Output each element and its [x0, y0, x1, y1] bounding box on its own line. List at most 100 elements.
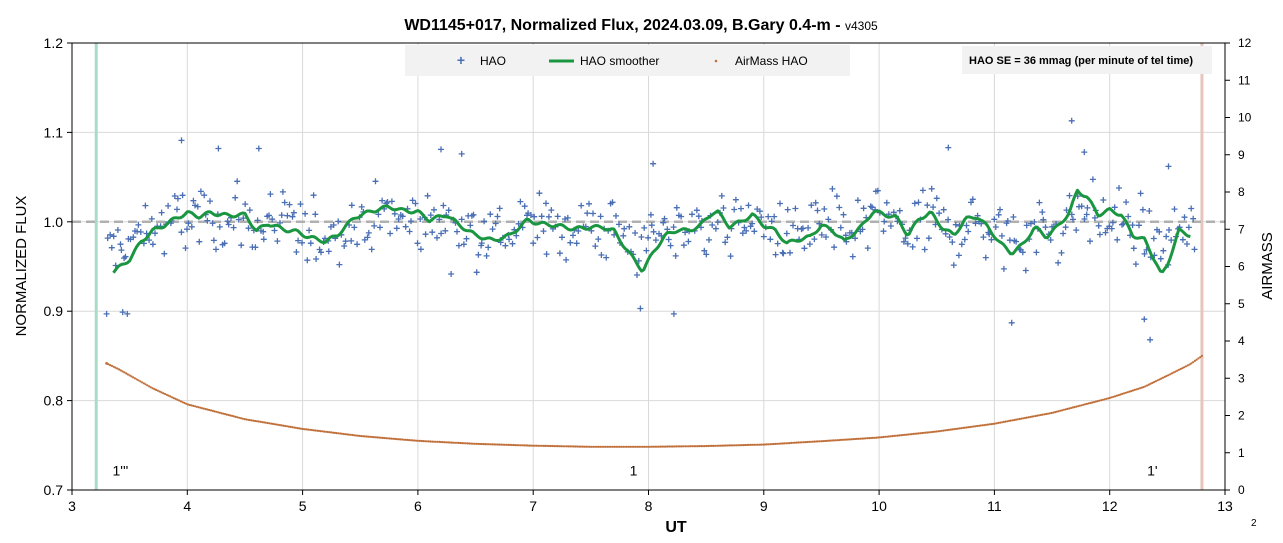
hao-point — [1102, 229, 1109, 236]
airmass-point — [696, 445, 699, 448]
hao-point — [701, 247, 708, 254]
airmass-point — [517, 444, 521, 447]
airmass-point — [494, 443, 497, 446]
hao-point — [1013, 238, 1020, 245]
hao-point — [1068, 117, 1075, 124]
airmass-point — [367, 435, 370, 438]
airmass-point — [1043, 413, 1046, 416]
airmass-point — [489, 443, 492, 446]
airmass-point — [316, 429, 319, 432]
hao-point — [207, 198, 213, 205]
airmass-point — [565, 445, 568, 448]
airmass-point — [767, 443, 770, 446]
airmass-point — [809, 440, 813, 443]
airmass-point — [158, 390, 161, 393]
hao-point — [289, 213, 296, 220]
airmass-series — [105, 354, 1203, 448]
airmass-point — [570, 445, 574, 448]
airmass-point — [914, 432, 917, 435]
airmass-point — [873, 436, 876, 439]
hao-point — [874, 187, 881, 194]
airmass-point — [1130, 390, 1133, 393]
airmass-point — [109, 364, 112, 367]
airmass-point — [935, 430, 938, 433]
airmass-point — [461, 442, 464, 445]
hao-point — [921, 246, 928, 253]
hao-point — [842, 232, 849, 239]
hao-point — [107, 231, 114, 238]
airmass-point — [301, 427, 305, 431]
hao-point — [190, 197, 197, 204]
airmass-point — [898, 434, 901, 437]
airmass-point — [240, 417, 243, 420]
airmass-point — [268, 422, 271, 425]
airmass-point — [954, 427, 958, 430]
airmass-point — [374, 436, 377, 439]
airmass-point — [992, 422, 995, 425]
hao-point — [864, 245, 871, 252]
hao-point — [940, 206, 947, 213]
hao-point — [293, 249, 300, 255]
airmass-point — [1107, 397, 1110, 400]
airmass-point — [808, 440, 811, 443]
hao-point — [119, 309, 126, 316]
airmass-point — [620, 445, 623, 448]
airmass-point — [774, 442, 777, 445]
airmass-point — [498, 443, 501, 446]
airmass-point — [1195, 358, 1198, 361]
hao-point — [965, 228, 972, 235]
hao-point — [1066, 192, 1073, 199]
airmass-point — [747, 443, 751, 446]
hao-point — [958, 241, 965, 248]
hao-point — [1130, 245, 1137, 252]
airmass-point — [163, 392, 167, 396]
airmass-point — [342, 432, 345, 436]
airmass-point — [900, 434, 903, 437]
airmass-point — [700, 445, 703, 448]
airmass-point — [625, 445, 628, 448]
airmass-point — [689, 445, 692, 448]
hao-point — [240, 215, 247, 222]
airmass-point — [985, 423, 988, 426]
hao-point — [487, 211, 494, 218]
airmass-point — [739, 444, 742, 447]
airmass-point — [351, 433, 354, 437]
airmass-point — [930, 431, 933, 434]
airmass-point — [305, 428, 308, 431]
airmass-point — [894, 434, 897, 437]
airmass-point — [643, 445, 646, 448]
airmass-point — [130, 375, 133, 378]
hao-point — [946, 234, 953, 240]
airmass-point — [882, 435, 885, 439]
airmass-point — [647, 445, 650, 448]
airmass-point — [156, 389, 159, 392]
airmass-point — [303, 428, 306, 431]
airmass-point — [254, 419, 257, 423]
airmass-point — [579, 445, 582, 448]
airmass-point — [887, 435, 890, 438]
airmass-point — [324, 430, 328, 433]
hao-point — [801, 245, 808, 252]
airmass-point — [434, 440, 437, 443]
hao-point — [595, 236, 602, 243]
airmass-point — [195, 405, 198, 408]
airmass-point — [1179, 367, 1182, 371]
x-tick-label-3: 6 — [414, 498, 422, 514]
hao-point — [724, 234, 731, 241]
hao-point — [402, 223, 409, 230]
hao-point — [718, 192, 725, 199]
hao-point — [230, 224, 237, 231]
airmass-point — [655, 445, 659, 448]
airmass-point — [691, 445, 694, 448]
airmass-point — [611, 445, 614, 448]
airmass-point — [1183, 366, 1186, 369]
airmass-point — [1015, 418, 1018, 421]
airmass-point — [448, 441, 451, 444]
y-tick-label-0: 0.7 — [44, 482, 64, 498]
airmass-point — [724, 444, 728, 447]
airmass-point — [928, 431, 931, 434]
airmass-point — [1080, 404, 1083, 407]
hao-point — [245, 225, 252, 232]
airmass-point — [1184, 365, 1188, 368]
hao-point — [703, 251, 710, 258]
